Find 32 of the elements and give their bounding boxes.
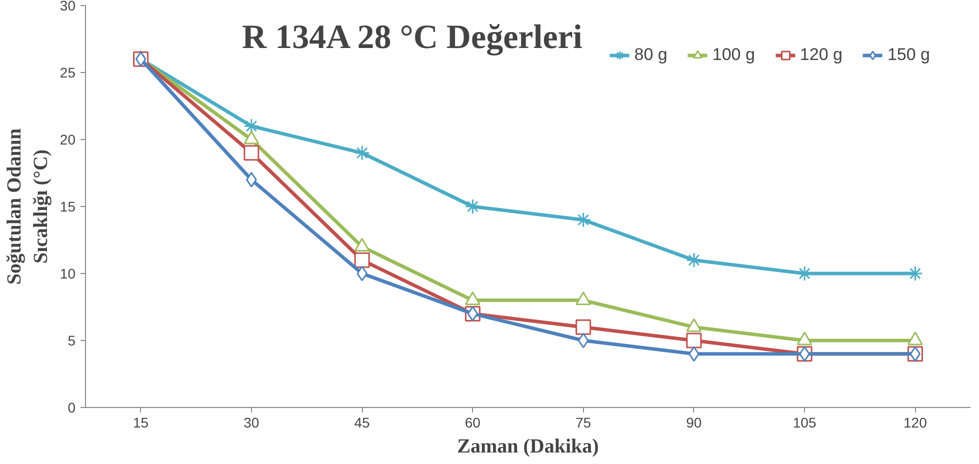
point xyxy=(686,252,702,268)
point xyxy=(686,332,702,348)
legend-label: 120 g xyxy=(800,45,842,65)
legend-label: 100 g xyxy=(712,45,755,65)
y-tick-label: 10 xyxy=(60,266,76,282)
point xyxy=(354,145,370,161)
x-tick-label: 15 xyxy=(133,414,149,430)
x-tick-label: 105 xyxy=(792,414,816,430)
point xyxy=(464,198,480,214)
point xyxy=(354,252,370,268)
point xyxy=(576,319,592,335)
x-tick-label: 60 xyxy=(464,414,481,430)
point xyxy=(244,118,260,134)
x-tick-label: 90 xyxy=(686,414,702,430)
x-tick-label: 30 xyxy=(244,414,260,430)
point xyxy=(576,212,592,228)
point xyxy=(244,145,260,161)
y-tick-label: 25 xyxy=(60,64,76,80)
point xyxy=(578,332,589,348)
y-tick-label: 5 xyxy=(68,332,76,348)
y-tick-label: 0 xyxy=(68,400,76,416)
legend-label: 150 g xyxy=(887,45,930,65)
x-tick-label: 45 xyxy=(354,414,370,430)
y-tick-label: 15 xyxy=(60,198,76,214)
legend-label: 80 g xyxy=(634,45,668,65)
x-tick-label: 120 xyxy=(904,414,928,430)
y-tick-label: 30 xyxy=(60,0,76,14)
x-tick-label: 75 xyxy=(576,414,592,430)
chart-title: R 134A 28 °C Değerleri xyxy=(242,18,582,56)
y-tick-label: 20 xyxy=(60,132,76,148)
y-axis-title: Soğutulan Odanın Sıcaklığı (°C) xyxy=(4,128,52,285)
x-axis-title: Zaman (Dakika) xyxy=(457,436,599,458)
